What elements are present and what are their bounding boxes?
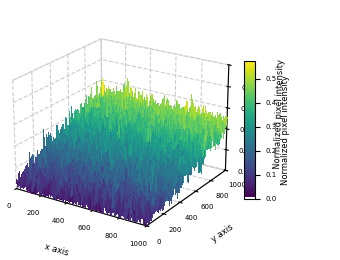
Y-axis label: Normalized pixel intensity: Normalized pixel intensity [280, 75, 290, 185]
X-axis label: x axis: x axis [43, 242, 69, 257]
Y-axis label: y axis: y axis [209, 223, 235, 244]
